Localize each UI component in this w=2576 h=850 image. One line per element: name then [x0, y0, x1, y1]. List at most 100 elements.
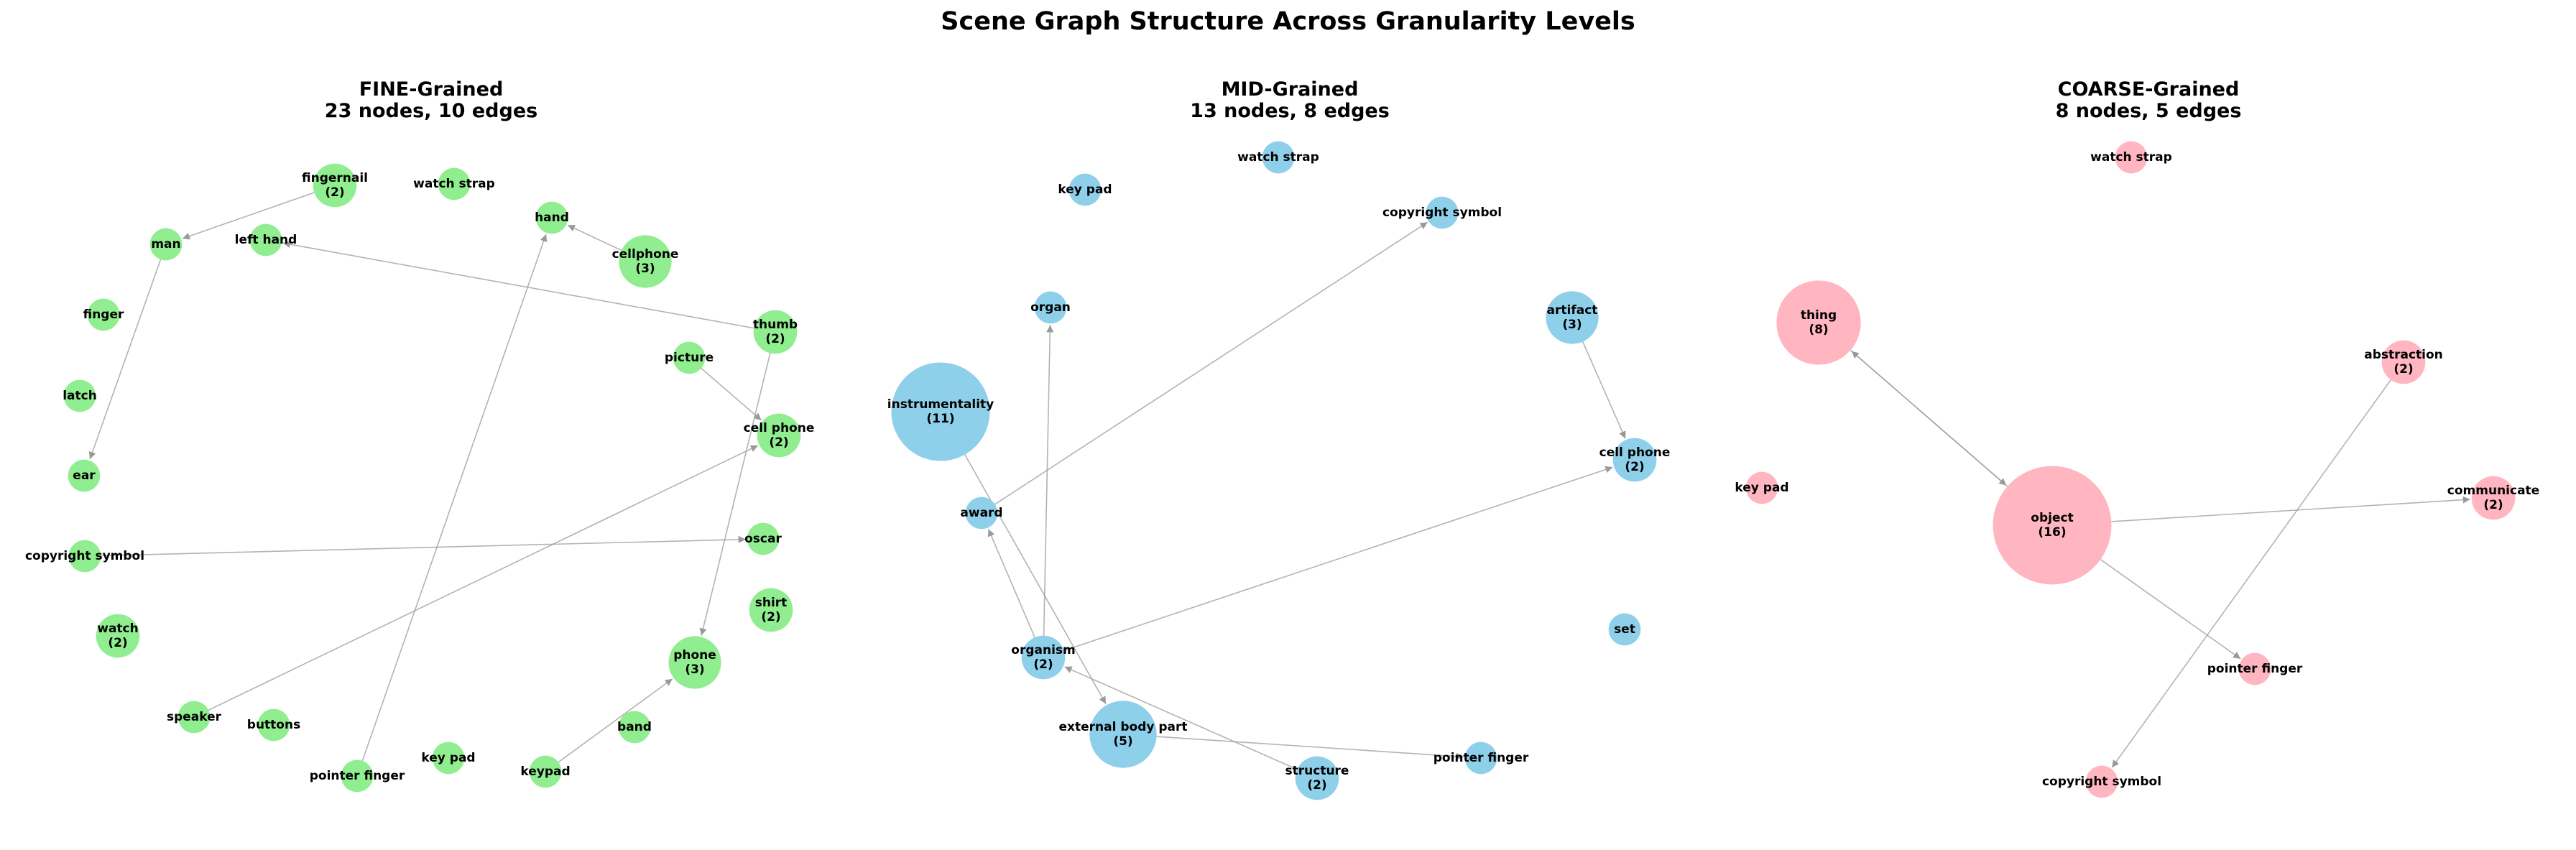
edge-pointer-finger-to-hand — [361, 234, 548, 762]
node-pointer-finger: pointer finger — [1434, 742, 1529, 775]
node-picture: picture — [665, 341, 714, 374]
node-object: object(16) — [1993, 466, 2112, 585]
node-label-picture: picture — [665, 351, 714, 365]
node-circle-speaker — [177, 701, 211, 734]
node-circle-shirt — [749, 588, 793, 632]
node-instrumentality: instrumentality(11) — [887, 362, 994, 461]
node-circle-oscar — [747, 522, 780, 555]
node-circle-external-body-part — [1089, 701, 1157, 768]
node-shirt: shirt(2) — [749, 588, 793, 632]
node-label-abstraction: abstraction — [2364, 348, 2443, 362]
node-left-hand: left hand — [235, 223, 297, 257]
edge-fingernail-to-man — [182, 192, 315, 240]
node-count-phone: (3) — [685, 662, 704, 677]
node-label-man: man — [151, 237, 180, 251]
node-circle-hand — [535, 201, 568, 234]
edge-cellphone-to-hand — [567, 224, 622, 251]
graph-panel-mid: watch strap key pad copyright symbol organ a… — [887, 141, 1670, 800]
edge-object-to-pointer-finger — [2100, 559, 2241, 660]
node-label-oscar: oscar — [744, 532, 782, 546]
node-label-pointer-finger: pointer finger — [2207, 662, 2303, 676]
edge-award-to-copyright-symbol — [994, 221, 1428, 505]
edge-speaker-to-cell-phone — [208, 445, 759, 711]
edge-external-body-part-to-pointer-finger — [1156, 736, 1464, 760]
node-label-ear: ear — [73, 468, 96, 483]
node-label-fingernail: fingernail — [302, 171, 368, 185]
node-finger: finger — [83, 298, 124, 331]
node-circle-fingernail — [313, 163, 357, 208]
node-label-copyright-symbol: copyright symbol — [2042, 775, 2161, 789]
node-cellphone: cellphone(3) — [612, 235, 679, 288]
node-count-cell-phone: (2) — [769, 435, 788, 450]
node-organism: organism(2) — [1011, 635, 1076, 680]
node-artifact: artifact(3) — [1546, 291, 1599, 344]
node-count-artifact: (3) — [1562, 318, 1582, 332]
node-label-object: object — [2031, 511, 2073, 525]
node-latch: latch — [63, 379, 97, 412]
node-circle-band — [618, 711, 651, 744]
edges-coarse — [1850, 349, 2470, 768]
edge-keypad-to-phone — [558, 678, 673, 763]
node-man: man — [149, 228, 183, 261]
node-label-pointer-finger: pointer finger — [310, 769, 405, 783]
panel-title-mid-stats: 13 nodes, 8 edges — [1190, 100, 1390, 122]
node-label-artifact: artifact — [1547, 303, 1598, 318]
node-circle-abstraction — [2381, 340, 2426, 384]
node-label-hand: hand — [535, 211, 569, 225]
node-thumb: thumb(2) — [753, 310, 798, 354]
node-count-thing: (8) — [1809, 323, 1828, 337]
node-circle-organ — [1034, 291, 1067, 324]
node-label-organism: organism — [1011, 643, 1075, 657]
node-external-body-part: external body part(5) — [1058, 701, 1188, 768]
node-pointer-finger: pointer finger — [2207, 652, 2303, 685]
edge-structure-to-organism — [1064, 666, 1298, 770]
node-label-external-body-part: external body part — [1058, 720, 1187, 734]
node-circle-watch-strap — [2115, 141, 2148, 174]
node-buttons: buttons — [247, 708, 300, 742]
edge-abstraction-to-copyright-symbol — [2111, 379, 2391, 768]
node-circle-object — [1993, 466, 2112, 585]
node-circle-set — [1608, 613, 1641, 646]
node-award: award — [960, 496, 1003, 530]
node-label-watch-strap: watch strap — [2090, 150, 2172, 165]
node-copyright-symbol: copyright symbol — [1382, 196, 1502, 229]
node-circle-organism — [1021, 635, 1066, 680]
node-circle-structure — [1295, 756, 1339, 800]
node-circle-thumb — [753, 310, 798, 354]
node-watch-strap: watch strap — [2090, 141, 2172, 174]
node-circle-phone — [668, 636, 721, 689]
node-label-communicate: communicate — [2447, 484, 2539, 498]
edge-artifact-to-cell-phone — [1582, 341, 1626, 439]
node-copyright-symbol: copyright symbol — [2042, 765, 2161, 798]
node-label-watch: watch — [97, 622, 138, 636]
node-thing: thing(8) — [1776, 280, 1861, 365]
node-count-thumb: (2) — [765, 332, 785, 346]
node-circle-copyright-symbol — [68, 540, 101, 573]
panel-title-coarse: COARSE-Grained 8 nodes, 5 edges — [1861, 79, 2436, 122]
node-count-communicate: (2) — [2483, 498, 2503, 512]
node-fingernail: fingernail(2) — [302, 163, 368, 208]
node-circle-man — [149, 228, 183, 261]
node-band: band — [617, 711, 652, 744]
node-structure: structure(2) — [1285, 756, 1349, 800]
edge-object-to-communicate — [2111, 496, 2470, 522]
node-circle-artifact — [1546, 291, 1599, 344]
edges-mid — [964, 221, 1626, 770]
node-label-cellphone: cellphone — [612, 247, 679, 262]
node-label-watch-strap: watch strap — [1237, 150, 1319, 165]
node-circle-key-pad — [1068, 173, 1102, 206]
node-circle-cell-phone — [757, 413, 801, 458]
node-label-buttons: buttons — [247, 718, 300, 732]
node-circle-keypad — [529, 755, 562, 788]
node-communicate: communicate(2) — [2447, 476, 2539, 520]
node-label-structure: structure — [1285, 764, 1349, 778]
node-label-left-hand: left hand — [235, 233, 297, 247]
node-keypad: keypad — [520, 755, 571, 788]
node-circle-buttons — [257, 708, 290, 742]
node-label-key-pad: key pad — [1058, 183, 1112, 197]
edge-organism-to-cell-phone — [1063, 466, 1613, 652]
node-set: set — [1608, 613, 1641, 646]
